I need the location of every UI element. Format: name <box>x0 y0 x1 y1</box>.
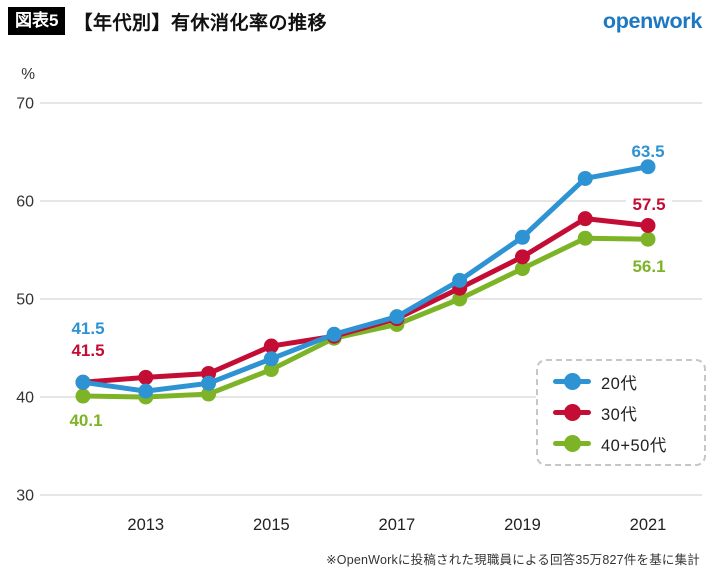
y-axis-tick-label: 70 <box>16 96 34 113</box>
legend-label: 30代 <box>601 405 638 424</box>
x-axis-tick-label: 2013 <box>127 516 164 534</box>
x-axis-tick-label: 2015 <box>253 516 290 534</box>
legend-marker-green-icon <box>553 435 591 452</box>
data-point-blue <box>326 326 342 342</box>
legend-marker-blue-icon <box>553 373 591 390</box>
data-point-blue <box>201 375 217 391</box>
data-point-blue <box>138 383 154 399</box>
data-point-blue <box>640 159 656 175</box>
legend-marker-red-icon <box>553 404 591 421</box>
y-axis-tick-label: 30 <box>16 488 34 505</box>
data-point-green <box>577 230 593 246</box>
series-line-green <box>80 235 651 400</box>
legend: 20代 30代 40+50代 <box>536 359 706 466</box>
x-axis-tick-label: 2019 <box>504 516 541 534</box>
data-label: 40.1 <box>69 411 102 430</box>
data-point-green <box>514 261 530 277</box>
data-point-red <box>577 211 593 227</box>
data-label: 63.5 <box>631 142 664 161</box>
y-axis-tick-label: 50 <box>16 292 34 309</box>
legend-label: 40+50代 <box>601 436 667 455</box>
data-label: 57.5 <box>632 195 665 214</box>
legend-item-30s: 30代 <box>553 401 694 425</box>
data-label-bg <box>626 193 672 215</box>
data-point-blue <box>389 309 405 325</box>
data-point-blue <box>514 229 530 245</box>
data-label: 41.5 <box>71 319 104 338</box>
y-axis-unit-label: % <box>21 66 35 83</box>
source-footnote: ※OpenWorkに投稿された現職員による回答35万827件を基に集計 <box>326 553 700 567</box>
header: 図表5 【年代別】有休消化率の推移 openwork <box>8 7 702 35</box>
data-point-blue <box>263 351 279 367</box>
legend-item-20s: 20代 <box>553 370 694 394</box>
x-axis-tick-label: 2021 <box>630 516 667 534</box>
data-label: 56.1 <box>632 257 665 276</box>
data-point-blue <box>452 272 468 288</box>
series-line-red <box>80 216 651 385</box>
data-point-red <box>138 369 154 385</box>
legend-item-40-50s: 40+50代 <box>553 432 694 456</box>
legend-label: 20代 <box>601 374 638 393</box>
data-point-green <box>452 291 468 307</box>
data-point-green <box>201 386 217 402</box>
data-point-green <box>75 388 91 404</box>
y-axis-tick-label: 40 <box>16 390 34 407</box>
data-point-red <box>514 249 530 265</box>
data-point-green <box>263 362 279 378</box>
page-title: 【年代別】有休消化率の推移 <box>73 12 327 34</box>
series-line-blue <box>80 164 651 394</box>
data-point-blue <box>75 374 91 390</box>
x-axis-tick-label: 2017 <box>379 516 416 534</box>
figure-number-badge: 図表5 <box>8 7 66 35</box>
data-point-red <box>640 218 656 233</box>
data-point-blue <box>577 170 593 186</box>
y-axis-tick-label: 60 <box>16 194 34 211</box>
openwork-logo: openwork <box>602 8 702 33</box>
data-label: 41.5 <box>71 341 104 360</box>
data-point-red <box>263 338 279 354</box>
data-point-green <box>640 231 656 247</box>
